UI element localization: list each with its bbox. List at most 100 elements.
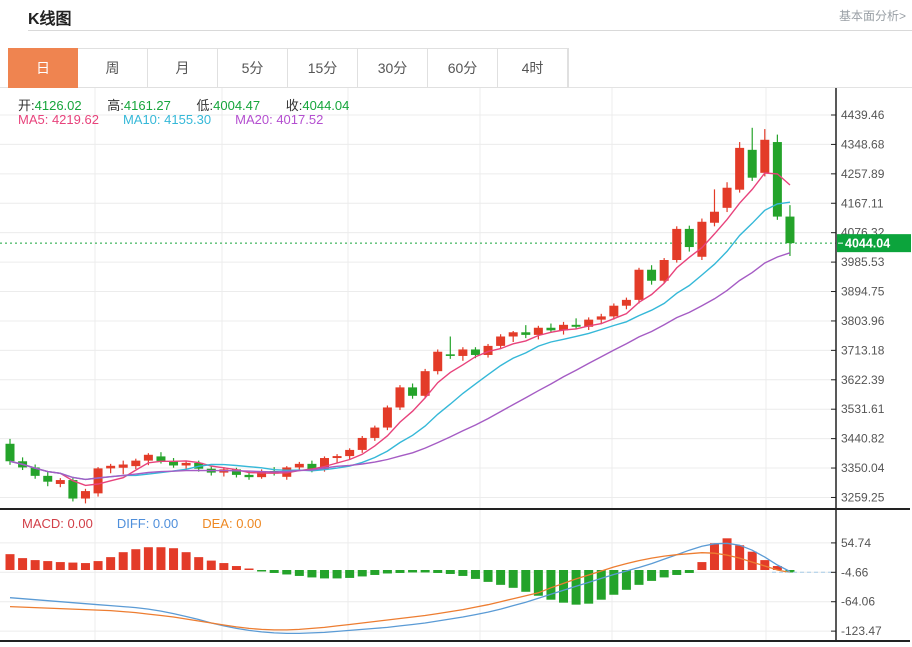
candle bbox=[747, 149, 757, 178]
candle bbox=[382, 407, 392, 428]
svg-text:3803.96: 3803.96 bbox=[841, 314, 885, 328]
high-value: 4161.27 bbox=[123, 98, 171, 113]
tab-30min[interactable]: 30分 bbox=[358, 49, 428, 87]
dea-line bbox=[9, 552, 791, 631]
tab-4hour[interactable]: 4时 bbox=[498, 49, 568, 87]
macd-histogram bbox=[5, 538, 795, 605]
candle bbox=[408, 387, 418, 396]
price-axis-labels: 4439.464348.684257.894167.114076.323985.… bbox=[831, 108, 885, 504]
candle bbox=[672, 228, 682, 261]
svg-text:4439.46: 4439.46 bbox=[841, 108, 885, 122]
tab-5min[interactable]: 5分 bbox=[218, 49, 288, 87]
candle bbox=[156, 456, 166, 461]
svg-text:4257.89: 4257.89 bbox=[841, 167, 885, 181]
candle bbox=[760, 139, 770, 173]
candle bbox=[257, 470, 267, 478]
diff-line bbox=[9, 542, 791, 635]
dea-legend: DEA: 0.00 bbox=[202, 516, 262, 531]
open-value: 4126.02 bbox=[34, 98, 82, 113]
macd-legend: MACD: 0.00 bbox=[22, 516, 93, 531]
open-label: 开: bbox=[18, 98, 35, 113]
candle bbox=[131, 460, 141, 467]
candle bbox=[294, 463, 304, 468]
candle bbox=[30, 467, 40, 476]
candle bbox=[80, 491, 90, 499]
candle bbox=[5, 443, 15, 462]
current-price-badge: 4044.04 bbox=[837, 234, 911, 253]
candle bbox=[332, 456, 342, 459]
candle bbox=[118, 464, 128, 468]
svg-text:-64.06: -64.06 bbox=[841, 595, 875, 609]
candle bbox=[659, 260, 669, 281]
candle bbox=[496, 336, 506, 346]
ma10-line bbox=[9, 201, 791, 481]
close-label: 收: bbox=[285, 98, 303, 113]
fundamental-analysis-link[interactable]: 基本面分析> bbox=[838, 9, 906, 23]
candle bbox=[609, 305, 619, 317]
tab-day[interactable]: 日 bbox=[8, 48, 78, 88]
tab-month[interactable]: 月 bbox=[148, 49, 218, 87]
tab-15min[interactable]: 15分 bbox=[288, 49, 358, 87]
candle bbox=[420, 371, 430, 396]
candle bbox=[722, 187, 732, 208]
candle bbox=[93, 468, 103, 494]
candle bbox=[169, 460, 179, 466]
low-label: 低: bbox=[196, 98, 214, 113]
candle bbox=[785, 216, 795, 244]
candle bbox=[244, 474, 254, 478]
ma5-legend: MA5: 4219.62 bbox=[18, 112, 99, 127]
candle bbox=[571, 324, 581, 327]
svg-text:3985.53: 3985.53 bbox=[841, 255, 885, 269]
svg-text:3350.04: 3350.04 bbox=[841, 461, 885, 475]
candle bbox=[596, 316, 606, 320]
diff-legend: DIFF: 0.00 bbox=[116, 516, 179, 531]
svg-text:-4.66: -4.66 bbox=[841, 565, 869, 579]
candle bbox=[559, 324, 569, 331]
candle bbox=[320, 458, 329, 470]
ma10-legend: MA10: 4155.30 bbox=[122, 112, 212, 127]
macd-axis-labels: 54.74 -4.66 -64.06 -123.47 bbox=[831, 536, 882, 638]
svg-text:3622.39: 3622.39 bbox=[841, 373, 885, 387]
header-divider bbox=[28, 30, 912, 31]
svg-text:3531.61: 3531.61 bbox=[841, 402, 885, 416]
interval-tabs: 日周月 5分 15分 30分 60分 4时 bbox=[8, 48, 569, 88]
candle bbox=[508, 332, 518, 337]
svg-text:3894.75: 3894.75 bbox=[841, 285, 885, 299]
candle bbox=[370, 427, 380, 438]
ma20-legend: MA20: 4017.52 bbox=[235, 112, 324, 127]
close-value: 4044.04 bbox=[302, 98, 350, 113]
ohlc-row: 开:4126.02 高:4161.27 低:4004.47 收:4044.04 bbox=[18, 95, 349, 114]
candle bbox=[533, 327, 543, 335]
panel-divider bbox=[0, 508, 910, 510]
candle bbox=[584, 319, 594, 327]
svg-text:4348.68: 4348.68 bbox=[841, 137, 885, 151]
tab-week[interactable]: 周 bbox=[78, 49, 148, 87]
candle bbox=[772, 142, 782, 217]
candle bbox=[697, 221, 707, 257]
tab-60min[interactable]: 60分 bbox=[428, 49, 498, 87]
svg-text:4044.04: 4044.04 bbox=[845, 237, 890, 251]
candle bbox=[143, 454, 153, 461]
ma5-line bbox=[9, 172, 791, 487]
svg-text:3259.25: 3259.25 bbox=[841, 490, 885, 504]
candle bbox=[735, 147, 745, 190]
candle bbox=[709, 211, 719, 223]
candle bbox=[231, 469, 241, 475]
page-title: K线图 bbox=[28, 11, 72, 28]
candle bbox=[307, 463, 317, 470]
bottom-axis bbox=[0, 640, 910, 642]
svg-text:54.74: 54.74 bbox=[841, 536, 871, 550]
candle bbox=[470, 349, 480, 355]
svg-text:3713.18: 3713.18 bbox=[841, 343, 885, 357]
ma-legend-row: MA5: 4219.62 MA10: 4155.30 MA20: 4017.52 bbox=[18, 112, 347, 127]
macd-legend-row: MACD: 0.00 DIFF: 0.00 DEA: 0.00 bbox=[22, 516, 286, 531]
candle bbox=[55, 480, 65, 484]
candle bbox=[458, 349, 468, 356]
candle bbox=[43, 475, 53, 482]
high-label: 高: bbox=[107, 98, 124, 113]
candle bbox=[106, 465, 116, 469]
candle bbox=[68, 480, 78, 499]
candle bbox=[433, 351, 443, 372]
candle bbox=[621, 299, 631, 306]
